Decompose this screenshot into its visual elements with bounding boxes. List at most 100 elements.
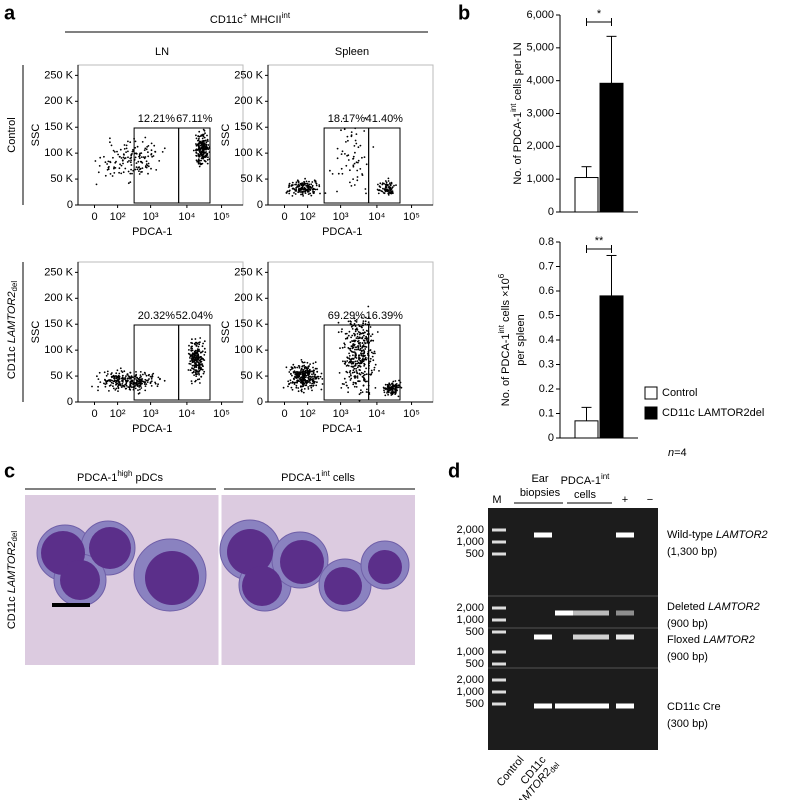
event-dot <box>125 375 127 377</box>
event-dot <box>206 152 209 155</box>
event-dot <box>205 139 207 142</box>
event-dot <box>349 379 352 381</box>
event-dot <box>383 387 386 390</box>
event-dot <box>358 357 360 360</box>
event-dot <box>363 339 365 342</box>
gel-band <box>616 703 634 709</box>
event-dot <box>369 326 372 328</box>
event-dot <box>198 343 201 346</box>
event-dot <box>195 159 198 162</box>
event-dot <box>192 356 195 359</box>
event-dot <box>295 377 298 379</box>
event-dot <box>135 166 138 169</box>
y-tick-label: 150 K <box>44 318 73 330</box>
event-dot <box>342 117 345 120</box>
event-dot <box>346 135 349 138</box>
event-dot <box>319 192 321 195</box>
y-tick-label: 0 <box>257 396 263 408</box>
event-dot <box>385 187 387 189</box>
event-dot <box>303 378 306 380</box>
event-dot <box>384 185 387 188</box>
text-span: CD11c <box>6 343 18 379</box>
event-dot <box>367 316 370 319</box>
marker-size: 2,000 <box>456 524 484 536</box>
y-tick-label: 0 <box>257 199 263 211</box>
event-dot <box>109 380 111 383</box>
event-dot <box>141 141 144 143</box>
event-dot <box>156 385 159 388</box>
event-dot <box>387 192 390 195</box>
event-dot <box>199 154 201 157</box>
event-dot <box>148 378 150 380</box>
marker-size: 500 <box>466 548 484 560</box>
x-tick-label: 10⁴ <box>368 211 385 223</box>
event-dot <box>300 388 303 391</box>
event-dot <box>195 379 197 382</box>
marker-size: 500 <box>466 626 484 638</box>
event-dot <box>364 354 366 357</box>
event-dot <box>361 342 364 344</box>
event-dot <box>104 383 107 385</box>
event-dot <box>119 155 121 158</box>
event-dot <box>127 156 129 159</box>
event-dot <box>193 366 196 369</box>
image-title: PDCA-1high pDCs <box>77 469 164 484</box>
event-dot <box>343 377 346 380</box>
event-dot <box>191 342 194 345</box>
event-dot <box>298 189 300 192</box>
event-dot <box>204 151 207 154</box>
text-span: cells ×10 <box>500 278 512 325</box>
event-dot <box>157 383 160 386</box>
text-span: =4 <box>674 447 687 459</box>
gate-percentage: 52.04% <box>176 310 214 322</box>
text-span: CD11c <box>210 14 243 26</box>
event-dot <box>312 190 314 193</box>
event-dot <box>204 143 207 146</box>
event-dot <box>205 147 207 150</box>
event-dot <box>347 334 350 337</box>
event-dot <box>203 340 206 343</box>
event-dot <box>106 163 108 165</box>
event-dot <box>123 385 126 388</box>
text-span: per spleen <box>515 314 527 365</box>
event-dot <box>195 137 198 140</box>
event-dot <box>151 374 154 376</box>
column-title: Spleen <box>335 46 369 58</box>
event-dot <box>201 368 204 371</box>
event-dot <box>315 384 318 387</box>
event-dot <box>189 363 192 365</box>
event-dot <box>113 377 115 380</box>
event-dot <box>321 383 324 385</box>
text-span: int <box>497 324 506 333</box>
event-dot <box>144 136 147 139</box>
event-dot <box>395 184 397 187</box>
event-dot <box>359 344 362 346</box>
text-span: Control <box>6 117 18 152</box>
image-title: PDCA-1int cells <box>281 469 355 484</box>
event-dot <box>113 172 116 174</box>
event-dot <box>350 365 353 368</box>
event-dot <box>351 361 354 363</box>
event-dot <box>369 360 372 363</box>
event-dot <box>297 181 300 184</box>
event-dot <box>364 316 367 319</box>
event-dot <box>306 185 309 188</box>
row-label: CD11c LAMTOR2del <box>6 531 19 630</box>
event-dot <box>353 184 356 186</box>
event-dot <box>147 172 149 175</box>
event-dot <box>132 148 134 151</box>
event-dot <box>395 383 398 385</box>
event-dot <box>287 186 290 189</box>
text-span: pDCs <box>132 472 163 484</box>
event-dot <box>291 181 294 184</box>
event-dot <box>313 375 316 377</box>
event-dot <box>110 381 113 384</box>
event-dot <box>203 152 205 154</box>
event-dot <box>310 183 313 186</box>
row-label: CD11c LAMTOR2del <box>6 281 19 380</box>
event-dot <box>143 371 146 374</box>
band-size: (900 bp) <box>667 651 708 663</box>
event-dot <box>340 167 343 170</box>
y-tick-label: 0.6 <box>539 285 554 297</box>
event-dot <box>138 153 141 156</box>
